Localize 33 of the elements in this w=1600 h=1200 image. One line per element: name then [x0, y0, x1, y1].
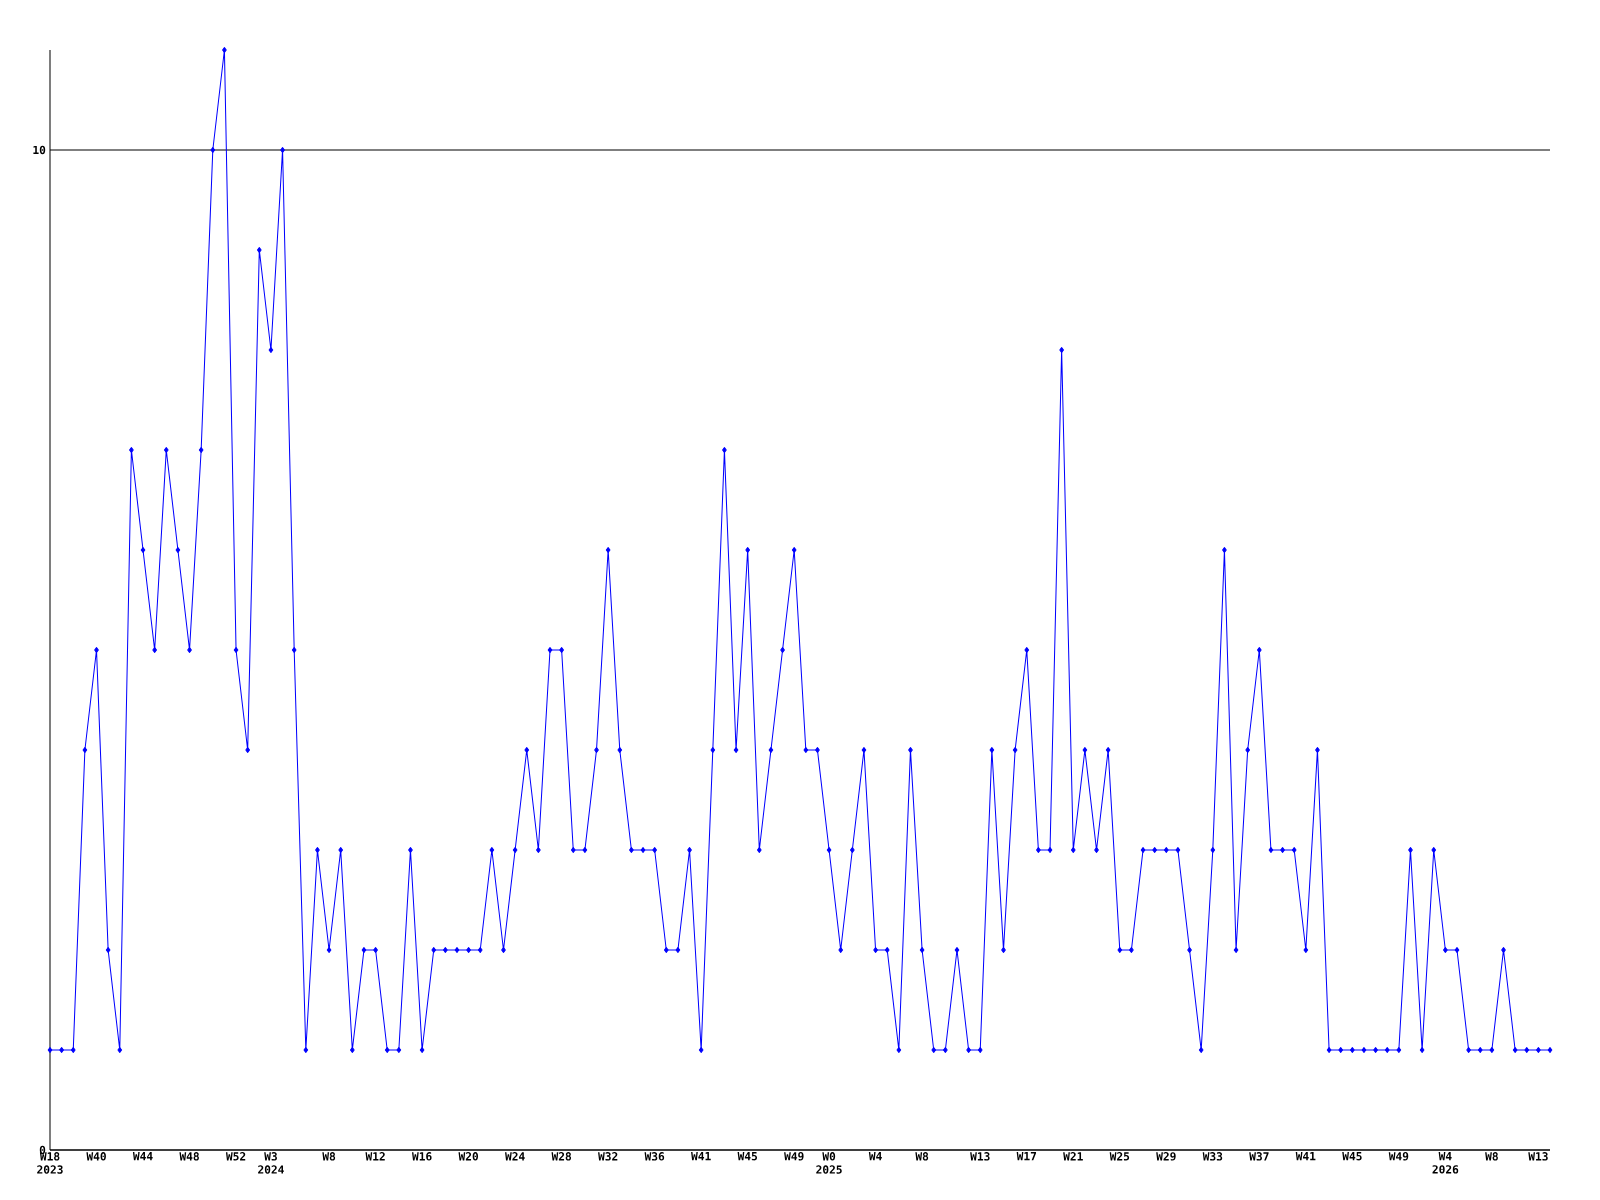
x-tick-label: W20 — [458, 1152, 479, 1161]
x-tick-label: W13 — [970, 1152, 990, 1161]
x-tick-label: W25 — [1109, 1152, 1130, 1161]
x-tick-label: W45 — [1342, 1152, 1362, 1161]
x-tick-label: W17 — [1016, 1152, 1037, 1161]
x-tick-label: W41 — [1295, 1152, 1316, 1161]
x-tick-label: W29 — [1156, 1152, 1176, 1161]
y-tick-label: 10 — [33, 145, 46, 155]
x-tick-label: W4 2026 — [1432, 1152, 1459, 1174]
x-tick-label: W32 — [598, 1152, 618, 1161]
x-tick-label: W49 — [784, 1152, 804, 1161]
x-tick-label: W13 — [1528, 1152, 1548, 1161]
x-tick-label: W3 2024 — [258, 1152, 284, 1174]
x-tick-label: W16 — [412, 1152, 432, 1161]
x-tick-label: W40 — [86, 1152, 106, 1161]
x-tick-label: W8 — [1485, 1152, 1498, 1161]
x-tick-label: W12 — [365, 1152, 385, 1161]
x-tick-label: W37 — [1249, 1152, 1269, 1161]
x-tick-label: W21 — [1063, 1152, 1083, 1161]
x-tick-label: W45 — [737, 1152, 758, 1161]
x-tick-label: W36 — [644, 1152, 665, 1161]
x-tick-label: W4 — [868, 1152, 882, 1161]
x-tick-label: W49 — [1388, 1152, 1409, 1161]
x-tick-label: W41 — [691, 1152, 711, 1161]
x-tick-label: W48 — [179, 1152, 199, 1161]
x-tick-label: W0 2025 — [816, 1152, 842, 1174]
x-tick-label: W52 — [225, 1152, 246, 1161]
x-tick-label: W28 — [551, 1152, 572, 1161]
x-tick-label: W8 — [322, 1152, 336, 1161]
x-tick-label: W33 — [1202, 1152, 1223, 1161]
x-tick-label: W44 — [132, 1152, 153, 1161]
x-tick-label: W24 — [505, 1152, 525, 1161]
x-tick-label: W8 — [915, 1152, 929, 1161]
